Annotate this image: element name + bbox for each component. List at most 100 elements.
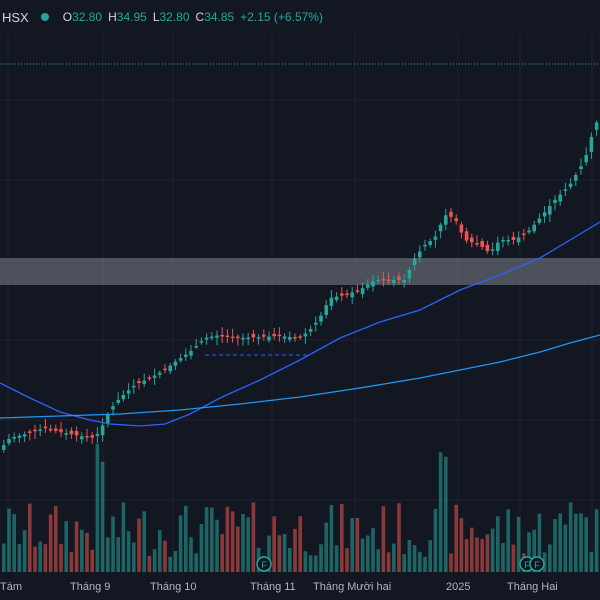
volume-bar xyxy=(511,544,516,572)
candle-body xyxy=(412,258,417,266)
volume-bar xyxy=(334,545,339,572)
volume-bar xyxy=(366,535,370,572)
candle-body xyxy=(199,341,204,343)
candle-body xyxy=(251,333,256,338)
event-marker-label: F xyxy=(524,560,530,570)
candle-body xyxy=(397,276,401,280)
volume-bar xyxy=(459,518,464,572)
candle-body xyxy=(324,305,328,316)
volume-bar xyxy=(428,540,432,572)
close-value: 34.85 xyxy=(204,10,235,24)
candle-body xyxy=(433,236,438,240)
volume-bar xyxy=(204,507,209,572)
time-axis-label: Tháng Hai xyxy=(507,581,558,593)
volume-bar xyxy=(558,513,562,572)
candle-body xyxy=(475,242,479,245)
volume-bar xyxy=(147,555,152,572)
volume-bar xyxy=(537,513,542,572)
time-axis-label: Tám xyxy=(0,581,22,593)
candle-body xyxy=(402,280,406,283)
volume-bar xyxy=(106,537,110,572)
candle-body xyxy=(277,334,282,337)
volume-bar xyxy=(17,544,22,572)
candle-body xyxy=(480,241,484,247)
volume-bar xyxy=(7,508,11,572)
volume-bar xyxy=(433,508,438,572)
volume-bar xyxy=(298,516,302,572)
candle-body xyxy=(345,293,349,296)
candle-body xyxy=(319,315,323,322)
volume-bar xyxy=(95,443,100,572)
candle-body xyxy=(59,429,63,433)
candle-body xyxy=(485,244,490,252)
candle-body xyxy=(298,336,302,338)
candle-body xyxy=(496,242,500,251)
candle-body xyxy=(90,435,94,438)
volume-bar xyxy=(568,502,573,572)
volume-bar xyxy=(80,529,84,572)
candle-body xyxy=(132,385,136,388)
low-value: 32.80 xyxy=(159,10,190,24)
candle-body xyxy=(126,390,131,394)
candle-body xyxy=(210,336,214,339)
volume-bar xyxy=(199,523,204,572)
volume-bar xyxy=(589,551,594,572)
candle-body xyxy=(392,280,396,284)
candle-body xyxy=(584,155,588,163)
time-axis-label: 2025 xyxy=(446,581,471,593)
volume-bar xyxy=(33,546,37,572)
candle-body xyxy=(355,290,360,292)
high-label: H xyxy=(108,10,117,24)
volume-bar xyxy=(392,543,396,572)
volume-bar xyxy=(329,504,334,572)
volume-bar xyxy=(319,544,323,572)
volume-bar xyxy=(12,514,16,572)
volume-bar xyxy=(563,524,568,572)
volume-bar xyxy=(464,539,469,572)
candle-body xyxy=(194,346,198,348)
volume-bar xyxy=(324,522,328,572)
candle-body xyxy=(449,211,453,217)
candle-body xyxy=(142,380,146,384)
volume-bar xyxy=(308,555,313,572)
volume-bar xyxy=(173,551,178,572)
volume-bar xyxy=(277,535,282,572)
symbol-exchange[interactable]: HSX xyxy=(2,9,29,25)
candle-body xyxy=(464,231,469,241)
candle-body xyxy=(314,322,318,325)
candle-body xyxy=(407,269,412,279)
candle-body xyxy=(163,368,167,371)
candle-body xyxy=(579,166,583,170)
low-label: L xyxy=(152,10,160,24)
event-marker-label: F xyxy=(534,560,540,570)
volume-bar xyxy=(501,542,505,572)
candle-body xyxy=(225,335,230,338)
volume-bar xyxy=(282,534,287,572)
candle-body xyxy=(371,281,375,287)
volume-bar xyxy=(480,538,484,572)
volume-bar xyxy=(194,553,198,572)
candle-body xyxy=(64,433,68,435)
candle-body xyxy=(334,296,339,300)
change-value: +2.15 (+6.57%) xyxy=(240,10,323,24)
volume-bar xyxy=(241,513,245,572)
candle-body xyxy=(490,249,495,251)
candle-body xyxy=(12,436,16,439)
volume-bar xyxy=(402,554,406,572)
volume-bar xyxy=(116,537,120,572)
volume-bar xyxy=(553,519,557,572)
candle-body xyxy=(80,436,84,440)
candle-body xyxy=(158,372,162,375)
candle-body xyxy=(386,279,391,282)
volume-bar xyxy=(303,551,308,572)
volume-bar xyxy=(121,502,126,572)
candle-body xyxy=(381,279,386,281)
open-label: O xyxy=(62,10,73,24)
volume-bar xyxy=(584,517,588,572)
candle-body xyxy=(418,251,422,258)
candle-body xyxy=(537,218,542,223)
candle-body xyxy=(308,329,313,332)
candle-body xyxy=(568,183,573,187)
